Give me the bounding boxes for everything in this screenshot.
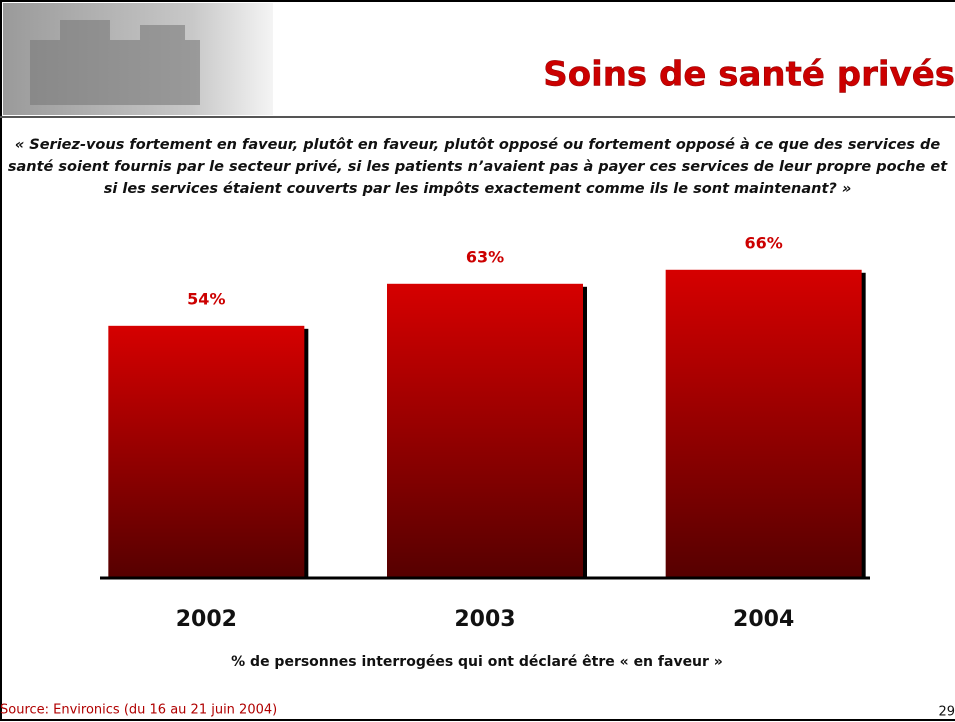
value-label: 54% bbox=[187, 289, 225, 308]
source: Source: Environics (du 16 au 21 juin 200… bbox=[0, 703, 277, 718]
x-tick-label: 2003 bbox=[454, 607, 515, 632]
question: « Seriez-vous fortement en faveur, plutô… bbox=[0, 134, 955, 200]
x-tick-label: 2002 bbox=[176, 607, 237, 632]
bar bbox=[666, 270, 862, 578]
slide: Soins de santé privés % de personnes int… bbox=[0, 0, 955, 722]
slide-title: Soins de santé privés bbox=[543, 55, 955, 95]
value-label: 66% bbox=[745, 233, 783, 252]
value-label: 63% bbox=[466, 247, 504, 266]
bar bbox=[387, 284, 583, 578]
x-axis-label: % de personnes interrogées qui ont décla… bbox=[231, 654, 723, 670]
x-tick-label: 2004 bbox=[733, 607, 794, 632]
page-number: 29 bbox=[938, 705, 955, 720]
chart: Soins de santé privés % de personnes int… bbox=[0, 0, 955, 722]
bar bbox=[108, 326, 304, 578]
